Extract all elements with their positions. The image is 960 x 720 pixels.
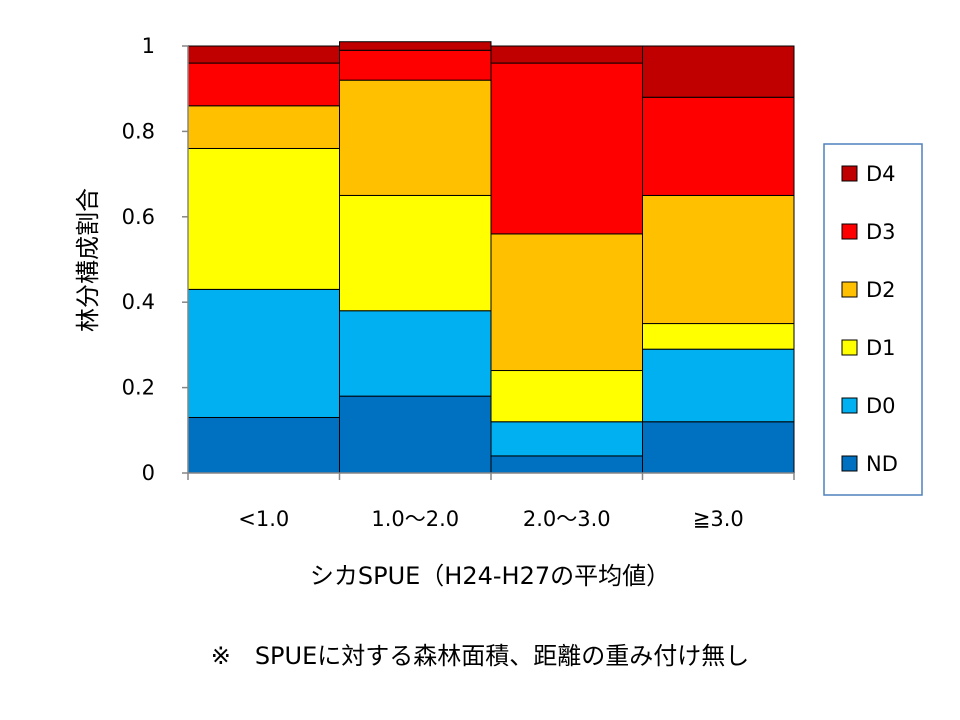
bar-segment-d0-4 <box>642 348 795 423</box>
bar-segment-d3-3 <box>490 62 643 235</box>
legend-label-d3: D3 <box>866 220 896 244</box>
bar-segment-nd-1 <box>187 416 340 474</box>
bar-segment-d3-4 <box>642 96 795 196</box>
y-tick-label: 0.8 <box>122 119 155 143</box>
bar-segment-d2-3 <box>490 233 643 372</box>
bars-layer <box>187 41 795 474</box>
y-tick-label: 0.4 <box>122 290 155 314</box>
bar-segment-d0-1 <box>187 288 340 418</box>
chart-legend: D4 D3 D2 D1 D0 ND <box>823 143 923 496</box>
legend-swatch-d0 <box>841 397 858 414</box>
bar-segment-d0-2 <box>339 310 492 397</box>
legend-swatch-d1 <box>841 339 858 356</box>
legend-label-d4: D4 <box>866 162 896 186</box>
bar-segment-d2-2 <box>339 79 492 196</box>
footnote: ※ SPUEに対する森林面積、距離の重み付け無し <box>210 642 750 670</box>
legend-label-d1: D1 <box>866 336 896 360</box>
bar-segment-d2-4 <box>642 194 795 325</box>
x-tick-label: <1.0 <box>238 507 289 531</box>
bar-segment-nd-4 <box>642 421 795 474</box>
legend-swatch-nd <box>841 455 858 472</box>
bar-segment-d4-3 <box>490 45 643 64</box>
legend-swatch-d3 <box>841 223 858 240</box>
legend-label-d2: D2 <box>866 278 896 302</box>
bar-segment-d1-3 <box>490 370 643 423</box>
bar-segment-d1-1 <box>187 147 340 290</box>
x-tick-label: 1.0～2.0 <box>371 507 459 531</box>
bar-segment-nd-3 <box>490 455 643 474</box>
axes-layer: 0 0.2 0.4 0.6 0.8 1 <1.0 1.0～2.0 2.0～3.0 ≧3.0 <box>122 34 795 531</box>
x-tick-label: 2.0～3.0 <box>523 507 611 531</box>
legend-label-nd: ND <box>866 452 898 476</box>
y-tick-label: 1 <box>142 34 155 58</box>
legend-swatch-d4 <box>841 165 858 182</box>
bar-segment-d2-1 <box>187 105 340 149</box>
x-axis-title: シカSPUE（H24-H27の平均値） <box>310 562 670 590</box>
legend-label-d0: D0 <box>866 394 896 418</box>
bar-segment-d1-2 <box>339 194 492 312</box>
bar-segment-d4-2 <box>339 41 492 51</box>
y-tick-label: 0 <box>142 461 155 485</box>
bar-segment-d4-1 <box>187 45 340 64</box>
legend-swatch-d2 <box>841 281 858 298</box>
y-tick-label: 0.2 <box>122 376 155 400</box>
bar-segment-d3-1 <box>187 62 340 107</box>
bar-segment-d3-2 <box>339 49 492 81</box>
bar-segment-nd-2 <box>339 395 492 474</box>
x-tick-label: ≧3.0 <box>693 507 744 531</box>
bar-segment-d1-4 <box>642 323 795 350</box>
bar-segment-d0-3 <box>490 421 643 457</box>
y-axis-title: 林分構成割合 <box>74 188 102 332</box>
bar-segment-d4-4 <box>642 45 795 98</box>
y-tick-label: 0.6 <box>122 205 155 229</box>
legend-box <box>823 143 923 496</box>
